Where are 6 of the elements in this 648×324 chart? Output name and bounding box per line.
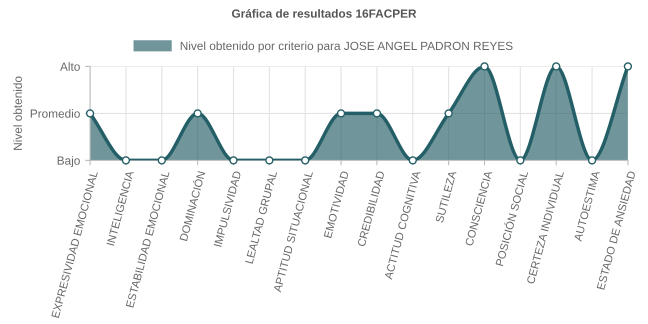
legend-label: Nivel obtenido por criterio para JOSE ANGEL PADRON REYES [180,41,513,52]
category-label: Bajo [58,156,80,168]
chart-title: Gráfica de resultados 16FACPER [232,8,416,18]
y-axis-title: Nivel obtenido [13,76,22,150]
category-label: Alto [60,62,80,71]
category-label: Promedio [30,109,80,118]
